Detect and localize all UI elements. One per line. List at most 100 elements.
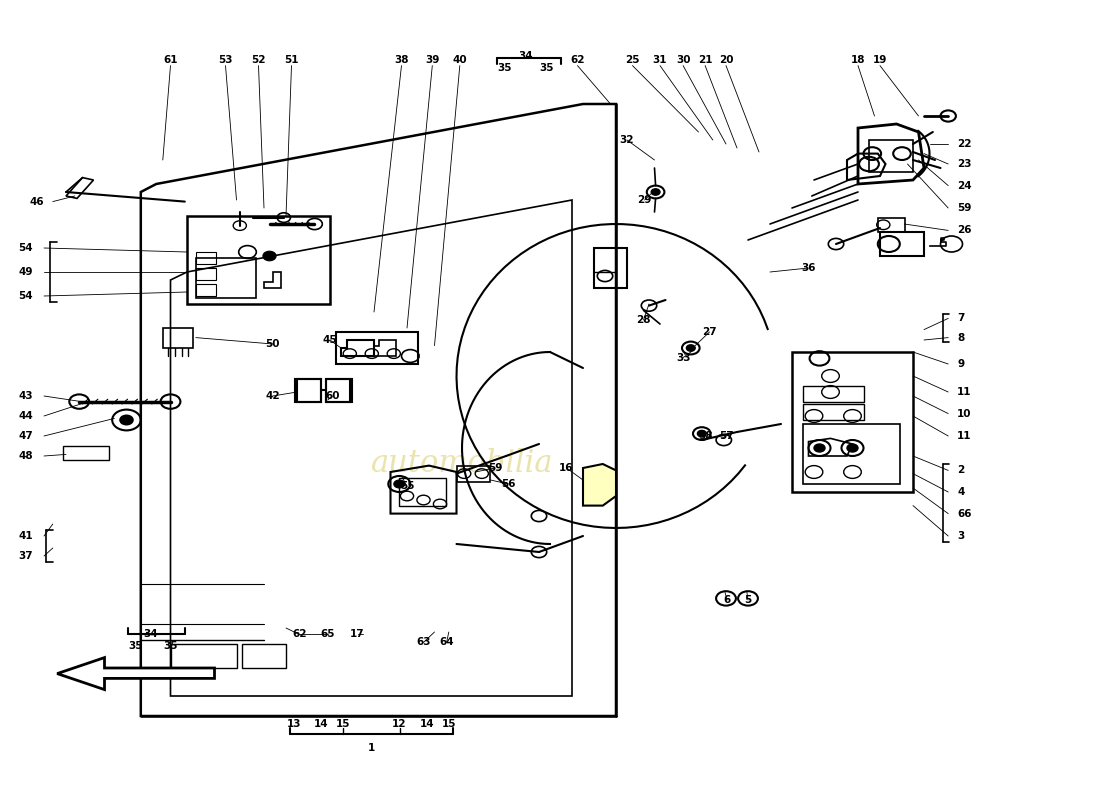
Text: 47: 47 (19, 431, 33, 441)
Text: 49: 49 (19, 267, 33, 277)
Bar (297, 379, 321, 402)
Text: 1: 1 (368, 743, 375, 753)
Text: 14: 14 (419, 719, 435, 729)
Text: 35: 35 (163, 641, 178, 650)
Bar (594, 248, 627, 288)
Bar (792, 352, 913, 492)
Text: 50: 50 (265, 339, 280, 349)
Text: 51: 51 (284, 55, 299, 65)
Text: 29: 29 (637, 195, 652, 205)
Text: 45: 45 (322, 335, 338, 345)
Text: 36: 36 (801, 263, 816, 273)
Text: 35: 35 (497, 63, 513, 73)
Text: 11: 11 (957, 431, 971, 441)
Text: 8: 8 (957, 333, 965, 342)
Circle shape (697, 430, 706, 437)
Text: 54: 54 (19, 243, 33, 253)
Text: 27: 27 (702, 327, 717, 337)
Bar (878, 218, 905, 232)
Text: 3: 3 (957, 531, 965, 541)
Bar (196, 268, 216, 280)
Text: 60: 60 (324, 391, 340, 401)
Text: 4: 4 (957, 487, 965, 497)
Text: 35: 35 (128, 641, 143, 650)
Bar (187, 216, 330, 304)
Text: 59: 59 (487, 463, 503, 473)
Text: 34: 34 (143, 629, 158, 638)
Text: 58: 58 (697, 431, 713, 441)
Bar (242, 644, 286, 668)
Bar (295, 379, 321, 402)
Polygon shape (583, 464, 616, 506)
Bar (326, 379, 352, 402)
Bar (336, 332, 418, 364)
Bar (803, 404, 864, 420)
Text: 11: 11 (957, 387, 971, 397)
Text: 19: 19 (872, 55, 888, 65)
Text: 37: 37 (19, 551, 33, 561)
Text: 43: 43 (19, 391, 33, 401)
Text: 38: 38 (394, 55, 409, 65)
Bar (803, 386, 864, 402)
Bar (326, 379, 350, 402)
Bar (803, 424, 900, 484)
Text: 59: 59 (957, 203, 971, 213)
Text: 22: 22 (957, 139, 971, 149)
Text: 17: 17 (350, 630, 365, 639)
Text: 40: 40 (452, 55, 468, 65)
Text: 33: 33 (675, 353, 691, 362)
Circle shape (651, 189, 660, 195)
Bar (196, 258, 256, 298)
Text: 35: 35 (539, 63, 554, 73)
Text: 10: 10 (957, 409, 971, 418)
Bar (869, 140, 913, 172)
Text: 25: 25 (625, 55, 640, 65)
Text: 5: 5 (745, 595, 751, 605)
Text: 7: 7 (957, 314, 965, 323)
Text: 6: 6 (724, 595, 730, 605)
Text: 63: 63 (416, 638, 431, 647)
Text: 34: 34 (518, 51, 534, 61)
Text: 52: 52 (251, 55, 266, 65)
Text: 23: 23 (957, 159, 971, 169)
Text: 15: 15 (441, 719, 456, 729)
Text: automobilia: automobilia (371, 449, 553, 479)
Text: 16: 16 (559, 463, 574, 473)
Text: 18: 18 (850, 55, 866, 65)
Text: 48: 48 (19, 451, 33, 461)
Text: 62: 62 (292, 630, 307, 639)
Circle shape (847, 444, 858, 452)
Circle shape (394, 480, 405, 488)
Text: 31: 31 (652, 55, 668, 65)
Text: 26: 26 (957, 226, 971, 235)
Text: 66: 66 (957, 509, 971, 518)
Bar (456, 466, 490, 482)
Bar (880, 232, 924, 256)
Text: 65: 65 (320, 630, 336, 639)
Text: 28: 28 (636, 315, 651, 325)
Text: 21: 21 (697, 55, 713, 65)
Text: 2: 2 (957, 466, 965, 475)
Text: 12: 12 (392, 719, 407, 729)
Text: 32: 32 (619, 135, 635, 145)
Circle shape (263, 251, 276, 261)
Bar (170, 644, 236, 668)
Text: 57: 57 (718, 431, 734, 441)
Text: 46: 46 (30, 197, 44, 206)
Text: 44: 44 (19, 411, 33, 421)
Polygon shape (57, 658, 214, 690)
Text: 20: 20 (718, 55, 734, 65)
Bar (196, 252, 216, 264)
Text: 64: 64 (439, 638, 454, 647)
Text: 41: 41 (19, 531, 33, 541)
Text: 62: 62 (570, 55, 585, 65)
Text: 61: 61 (163, 55, 178, 65)
Text: 56: 56 (500, 479, 516, 489)
Text: 14: 14 (314, 719, 329, 729)
Text: 42: 42 (265, 391, 280, 401)
Text: 24: 24 (957, 181, 971, 190)
Circle shape (686, 345, 695, 351)
Text: 53: 53 (218, 55, 233, 65)
Text: 30: 30 (675, 55, 691, 65)
Text: 15: 15 (336, 719, 351, 729)
